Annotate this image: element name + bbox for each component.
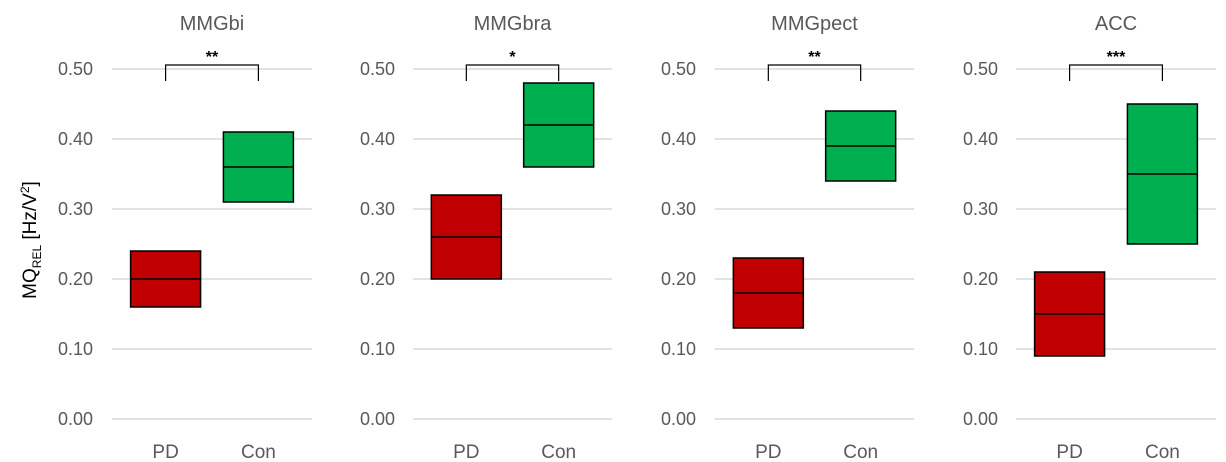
y-tick-label: 0.20: [661, 269, 696, 289]
y-tick-label: 0.00: [963, 409, 998, 429]
panel-acc: 0.00 0.10 0.20 0.30 0.40 0.50 ACC PD Con ***: [963, 13, 1216, 462]
y-axis-label-subscript: REL: [30, 245, 44, 269]
y-tick-label: 0.20: [360, 269, 395, 289]
panel-title: MMGpect: [771, 13, 858, 35]
significance-bracket: [767, 64, 862, 81]
y-tick-label: 0.30: [58, 199, 93, 219]
significance-bracket: [165, 64, 259, 81]
x-tick-label: PD: [453, 442, 479, 462]
significance-bracket: [465, 64, 560, 81]
y-tick-label: 0.10: [360, 339, 395, 359]
y-tick-label: 0.30: [360, 199, 395, 219]
y-tick-label: 0.50: [661, 59, 696, 79]
panel-mmgbra: 0.00 0.10 0.20 0.30 0.40 0.50 MMGbra PD Con *: [360, 13, 612, 462]
y-axis-label: MQREL [Hz/V2]: [18, 181, 44, 299]
y-tick-label: 0.30: [661, 199, 696, 219]
y-tick-label: 0.20: [963, 269, 998, 289]
y-axis-label-main: MQ: [20, 268, 41, 299]
x-tick-label: Con: [843, 442, 878, 462]
x-tick-label: PD: [1056, 442, 1082, 462]
y-tick-label: 0.00: [661, 409, 696, 429]
significance-bracket: [1069, 64, 1163, 81]
y-tick-label: 0.40: [360, 129, 395, 149]
y-tick-label: 0.40: [58, 129, 93, 149]
y-axis-label-close: ]: [20, 181, 41, 186]
y-tick-label: 0.40: [963, 129, 998, 149]
y-axis-label-superscript: 2: [18, 186, 32, 193]
y-tick-label: 0.10: [58, 339, 93, 359]
significance-label: **: [206, 49, 219, 66]
y-tick-label: 0.40: [661, 129, 696, 149]
x-tick-label: PD: [755, 442, 781, 462]
panel-title: MMGbi: [180, 13, 244, 35]
y-tick-label: 0.00: [360, 409, 395, 429]
y-tick-label: 0.00: [58, 409, 93, 429]
panel-title: ACC: [1095, 13, 1137, 35]
x-tick-label: Con: [241, 442, 276, 462]
y-tick-label: 0.20: [58, 269, 93, 289]
panel-mmgbi: 0.00 0.10 0.20 0.30 0.40 0.50 MMGbi PD Con **: [58, 13, 312, 462]
significance-label: *: [509, 49, 516, 66]
panel-title: MMGbra: [474, 13, 553, 35]
x-tick-label: PD: [152, 442, 178, 462]
y-axis-label-unit: [Hz/V: [20, 193, 41, 245]
significance-label: ***: [1107, 49, 1126, 66]
y-tick-label: 0.50: [360, 59, 395, 79]
y-tick-label: 0.10: [963, 339, 998, 359]
x-tick-label: Con: [1145, 442, 1180, 462]
y-tick-label: 0.30: [963, 199, 998, 219]
y-tick-label: 0.50: [58, 59, 93, 79]
x-tick-label: Con: [541, 442, 576, 462]
significance-label: **: [808, 49, 821, 66]
y-tick-label: 0.50: [963, 59, 998, 79]
panel-mmgpect: 0.00 0.10 0.20 0.30 0.40 0.50 MMGpect PD Con **: [661, 13, 914, 462]
y-tick-label: 0.10: [661, 339, 696, 359]
